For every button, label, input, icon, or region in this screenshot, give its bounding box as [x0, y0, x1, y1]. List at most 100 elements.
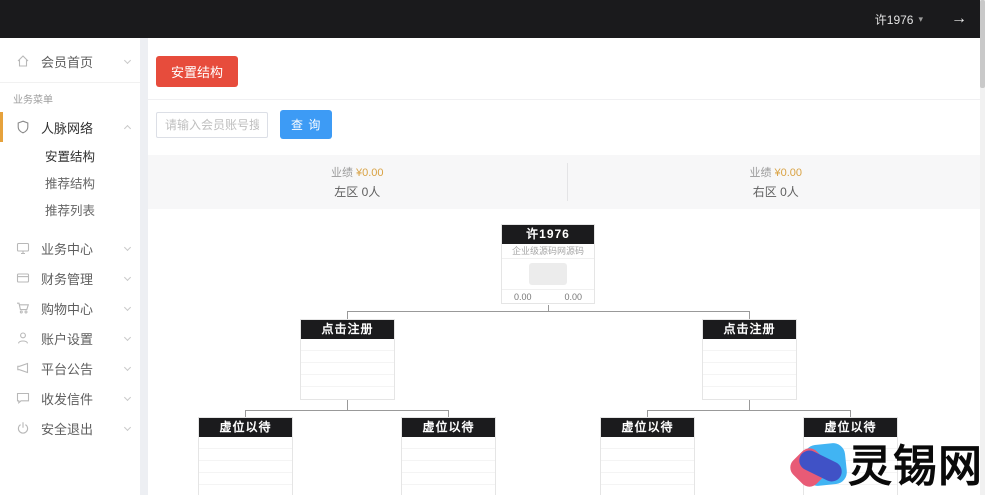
sidebar-item-label: 收发信件 [41, 391, 94, 407]
sidebar-item-messages[interactable]: 收发信件 [0, 383, 140, 413]
tree-connector [647, 410, 850, 411]
tree-connector [347, 311, 348, 319]
sidebar-section-label: 业务菜单 [13, 95, 53, 106]
node-empty-row [601, 437, 694, 449]
chevron-down-icon [123, 333, 132, 341]
zone-count: 左区 0人 [334, 185, 381, 199]
sidebar-item-label: 账户设置 [41, 331, 94, 347]
chevron-down-icon [123, 56, 132, 64]
node-empty-row [402, 449, 495, 461]
user-dropdown[interactable]: 许1976 ▾ [875, 11, 923, 28]
register-label[interactable]: 点击注册 [301, 320, 394, 339]
node-empty-row [402, 485, 495, 495]
sidebar-item-logout[interactable]: 安全退出 [0, 413, 140, 443]
tree-connector [448, 410, 449, 417]
tree-connector [749, 311, 750, 319]
tree-connector [749, 400, 750, 410]
placement-structure-button[interactable]: 安置结构 [156, 56, 239, 87]
sidebar-item-label: 财务管理 [41, 271, 94, 287]
user-icon [18, 332, 28, 344]
home-icon [17, 55, 29, 67]
wallet-icon [16, 273, 30, 283]
node-empty-row [301, 387, 394, 399]
sidebar-item-shopping[interactable]: 购物中心 [0, 293, 140, 323]
node-empty-row [199, 461, 292, 473]
right-leg-value: 0.00 [564, 291, 582, 302]
sidebar: 会员首页 业务菜单 人脉网络 安置结构 推荐结构 推荐列表 业务中心 财务管理 [0, 38, 140, 495]
node-empty-row [804, 449, 897, 461]
node-empty-row [601, 473, 694, 485]
page-header: 安置结构 [148, 38, 985, 100]
sidebar-item-finance[interactable]: 财务管理 [0, 263, 140, 293]
vacant-label: 虚位以待 [601, 418, 694, 437]
sidebar-subitem-referral-structure[interactable]: 推荐结构 [45, 177, 96, 191]
search-button[interactable]: 查 询 [280, 110, 333, 139]
sidebar-item-label: 安全退出 [41, 421, 94, 437]
chevron-down-icon [123, 303, 132, 311]
node-empty-row [301, 339, 394, 351]
chevron-up-icon [123, 124, 132, 133]
node-empty-row [601, 461, 694, 473]
chevron-down-icon [123, 273, 132, 281]
cart-icon [17, 302, 30, 314]
tree-node-register-right[interactable]: 点击注册 [702, 319, 797, 400]
scrollbar-thumb[interactable] [980, 0, 985, 88]
node-empty-row [402, 473, 495, 485]
username: 许1976 [874, 12, 914, 27]
register-label[interactable]: 点击注册 [703, 320, 796, 339]
sidebar-content-gap [140, 38, 148, 495]
node-empty-row [703, 363, 796, 375]
sidebar-item-home[interactable]: 会员首页 [0, 46, 140, 76]
vacant-label: 虚位以待 [199, 418, 292, 437]
logout-arrow-icon[interactable]: → [951, 10, 967, 27]
sidebar-item-label: 会员首页 [41, 54, 94, 70]
tree-node-register-left[interactable]: 点击注册 [300, 319, 395, 400]
tree-connector [347, 400, 348, 410]
sidebar-subitem-placement[interactable]: 安置结构 [45, 150, 96, 164]
stats-divider [566, 163, 568, 201]
tree-node-vacant-2: 虚位以待 [401, 417, 496, 495]
left-leg-value: 0.00 [514, 291, 532, 302]
chevron-down-icon [123, 243, 132, 251]
placement-tree: 许1976 企业级源码网源码 0.00 0.00 点击注册 点击注册 [148, 211, 985, 495]
sidebar-item-label: 购物中心 [41, 301, 94, 317]
node-empty-row [703, 339, 796, 351]
search-toolbar: 查 询 [148, 100, 985, 149]
node-empty-row [804, 473, 897, 485]
node-empty-row [301, 375, 394, 387]
watermark-text: 灵锡网 [848, 442, 983, 491]
left-zone-stats: 业绩 ¥0.00 左区 0人 [148, 155, 567, 209]
perf-label: 业绩 [749, 167, 772, 179]
vacant-label: 虚位以待 [402, 418, 495, 437]
zone-count: 右区 0人 [752, 185, 799, 199]
tree-node-root[interactable]: 许1976 企业级源码网源码 0.00 0.00 [501, 224, 595, 304]
tree-connector [245, 410, 246, 417]
node-empty-row [703, 375, 796, 387]
node-empty-row [301, 363, 394, 375]
tree-node-values: 0.00 0.00 [502, 289, 594, 303]
tree-node-vacant-3: 虚位以待 [600, 417, 695, 495]
chevron-down-icon: ▾ [918, 13, 923, 24]
vertical-scrollbar [980, 0, 985, 495]
topbar: 许1976 ▾ → [0, 0, 985, 38]
performance-stats-bar: 业绩 ¥0.00 左区 0人 业绩 ¥0.00 右区 0人 [148, 155, 985, 209]
node-empty-row [601, 449, 694, 461]
search-input[interactable] [156, 111, 268, 138]
sidebar-item-business[interactable]: 业务中心 [0, 233, 140, 263]
sidebar-subitem-referral-list[interactable]: 推荐列表 [45, 204, 96, 218]
sidebar-item-account[interactable]: 账户设置 [0, 323, 140, 353]
node-empty-row [199, 437, 292, 449]
sidebar-item-announcements[interactable]: 平台公告 [0, 353, 140, 383]
node-empty-row [703, 387, 796, 399]
node-empty-row [199, 449, 292, 461]
node-empty-row [703, 351, 796, 363]
site-watermark: 灵锡网 [786, 441, 983, 493]
watermark-logo-icon [786, 441, 849, 493]
chevron-down-icon [123, 423, 132, 431]
tree-connector [548, 305, 549, 311]
sidebar-item-network[interactable]: 人脉网络 [0, 112, 140, 142]
tree-node-vacant-1: 虚位以待 [198, 417, 293, 495]
chevron-down-icon [123, 393, 132, 401]
node-empty-row [402, 461, 495, 473]
tree-node-name: 许1976 [502, 225, 594, 244]
